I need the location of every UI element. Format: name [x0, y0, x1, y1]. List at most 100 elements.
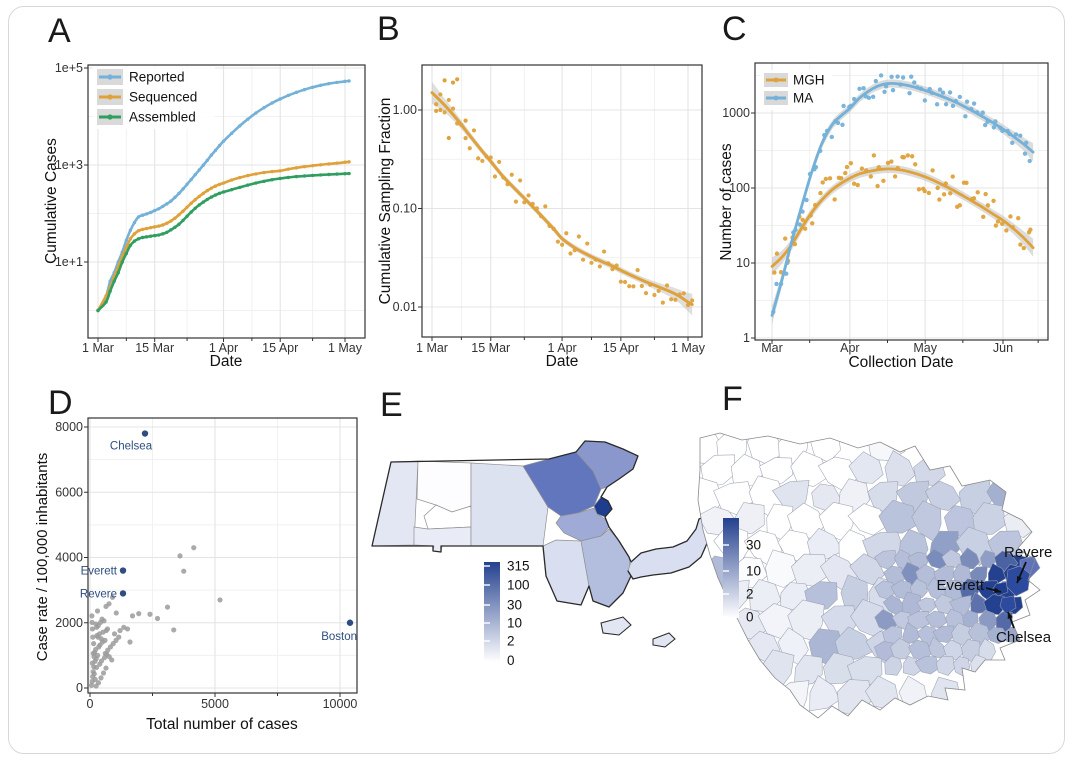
- trend-line: [430, 91, 694, 306]
- data-point: [89, 613, 95, 619]
- tick-label: 15 Mar: [471, 341, 510, 355]
- data-point: [136, 229, 141, 233]
- data-point: [124, 626, 131, 632]
- county-region: [413, 526, 472, 553]
- data-point: [999, 221, 1005, 227]
- data-point: [343, 160, 347, 164]
- data-point: [878, 73, 884, 78]
- data-point: [238, 124, 242, 128]
- data-point: [995, 219, 1001, 224]
- data-point: [991, 198, 996, 204]
- data-point: [434, 102, 439, 107]
- data-point: [892, 174, 898, 179]
- data-point: [173, 195, 177, 200]
- data-point: [347, 160, 351, 164]
- data-point: [900, 75, 906, 80]
- data-point: [335, 172, 339, 176]
- tick-label: 0: [87, 697, 94, 711]
- data-point: [173, 216, 177, 220]
- data-point: [434, 108, 439, 113]
- town-cell: [935, 655, 956, 676]
- data-point: [132, 232, 137, 236]
- town-cell: [734, 502, 765, 535]
- town-cell: [765, 549, 800, 588]
- data-point: [907, 90, 912, 96]
- data-point: [343, 79, 347, 84]
- data-point: [1016, 216, 1021, 221]
- county-region: [600, 616, 632, 636]
- data-point: [157, 207, 161, 211]
- data-point: [635, 268, 640, 273]
- data-point: [829, 134, 834, 140]
- data-point: [319, 83, 323, 87]
- data-point: [181, 568, 187, 574]
- data-point: [930, 168, 935, 173]
- data-point: [652, 292, 657, 298]
- data-point: [116, 634, 122, 640]
- data-point: [818, 190, 823, 196]
- data-point: [171, 627, 177, 633]
- data-point: [438, 107, 443, 113]
- tick-label: 1 May: [328, 341, 363, 355]
- tick-label: 1 Apr: [548, 341, 577, 355]
- data-point: [221, 139, 226, 143]
- data-point: [835, 120, 841, 126]
- data-point: [294, 90, 299, 95]
- tick-label: 1 Mar: [82, 341, 114, 355]
- data-point: [262, 170, 266, 175]
- data-point: [476, 156, 481, 161]
- county-region: [542, 539, 590, 606]
- data-point: [140, 235, 145, 240]
- data-point: [302, 87, 307, 92]
- data-point: [197, 168, 201, 172]
- data-point: [319, 173, 323, 177]
- county-region: [470, 462, 549, 547]
- data-point: [286, 93, 291, 98]
- data-point: [463, 136, 468, 141]
- data-point: [165, 202, 169, 206]
- legend-tick-label: 0: [746, 610, 754, 625]
- data-point: [597, 264, 602, 269]
- town-cell: [700, 454, 735, 487]
- data-point: [1022, 151, 1028, 156]
- data-point: [229, 187, 234, 192]
- data-point: [627, 284, 632, 289]
- data-point: [618, 279, 623, 284]
- tick-label: 15 Mar: [135, 341, 174, 355]
- county-region: [416, 460, 472, 513]
- data-point: [631, 284, 636, 289]
- x-axis-title: Date: [546, 353, 579, 370]
- town-cell: [848, 451, 884, 484]
- data-point: [109, 657, 115, 663]
- plot-border: [87, 64, 366, 339]
- data-point: [555, 239, 561, 244]
- data-point: [857, 86, 862, 92]
- trend-line-ma: [770, 81, 1035, 317]
- tick-label: 100: [729, 181, 750, 195]
- highlight-point-everett: [119, 567, 127, 574]
- tick-label: 1: [743, 331, 750, 345]
- y-axis-title: Cumulative Sampling Fraction: [377, 98, 394, 305]
- data-point: [185, 205, 189, 209]
- cases-by-collection-date-chart: Mar Apr May Jun 1 10 100 1000 Collection Date Num…: [718, 62, 1049, 371]
- tick-label: 15 Apr: [603, 341, 639, 355]
- data-point: [193, 206, 197, 211]
- data-point: [882, 89, 887, 95]
- legend-key-point: [107, 74, 113, 80]
- data-point: [91, 641, 97, 647]
- data-point: [181, 209, 185, 213]
- data-point: [129, 613, 136, 619]
- y-axis-title: Cumulative Cases: [43, 138, 60, 264]
- data-point: [660, 300, 665, 305]
- legend-tick-label: 30: [507, 598, 522, 613]
- data-point: [861, 86, 866, 91]
- tick-label: 1e+3: [55, 158, 83, 172]
- data-point: [971, 196, 977, 201]
- data-point: [193, 173, 197, 177]
- data-point: [302, 174, 307, 178]
- point-label-chelsea: Chelsea: [110, 441, 153, 453]
- data-point: [177, 553, 183, 559]
- data-point: [823, 176, 829, 182]
- tick-label: 0: [76, 681, 83, 695]
- data-point: [148, 210, 153, 215]
